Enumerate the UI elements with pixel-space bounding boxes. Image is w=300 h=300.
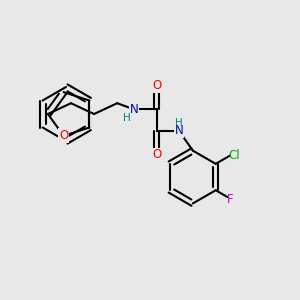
- Text: H: H: [175, 118, 183, 128]
- Text: Cl: Cl: [229, 149, 240, 162]
- Text: H: H: [123, 113, 130, 123]
- Text: N: N: [130, 103, 139, 116]
- Text: F: F: [226, 193, 233, 206]
- Text: O: O: [59, 129, 68, 142]
- Text: N: N: [175, 124, 184, 137]
- Text: O: O: [152, 79, 161, 92]
- Text: O: O: [152, 148, 161, 161]
